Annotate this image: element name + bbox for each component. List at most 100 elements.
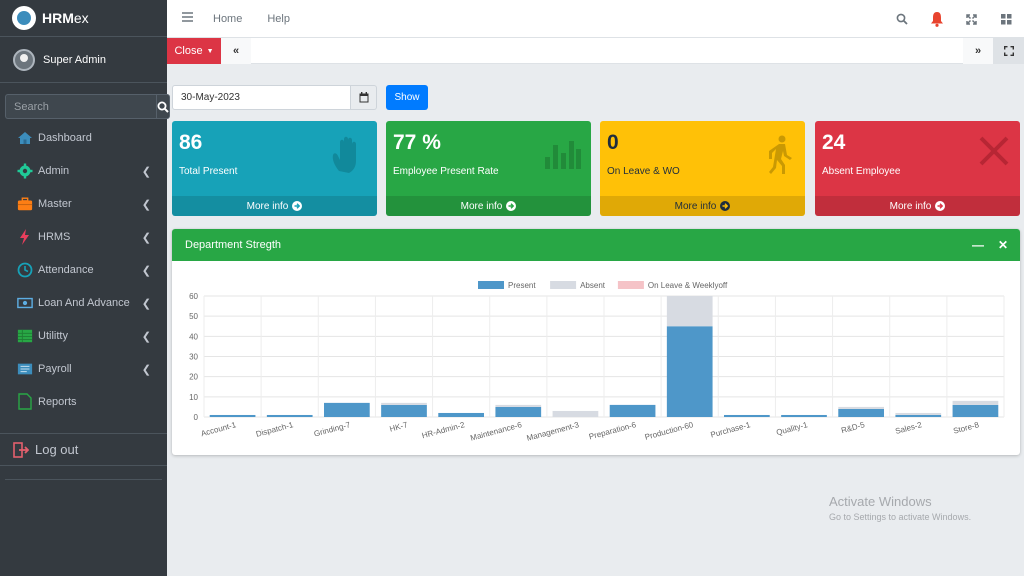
calendar-button[interactable] [351, 85, 377, 110]
x-tick-label: HK-7 [389, 420, 409, 434]
bar-present [438, 412, 484, 417]
chevron-left-icon: ❮ [141, 364, 151, 376]
search-icon [157, 101, 169, 113]
logout-icon [13, 441, 29, 458]
search-button[interactable] [156, 94, 170, 119]
sidebar-item-label: Admin [38, 164, 70, 177]
sidebar-item-utility[interactable]: Utilitty ❮ [0, 319, 167, 352]
box-label: Total Present [179, 166, 238, 177]
search-icon[interactable] [884, 13, 919, 25]
sidebar-item-master[interactable]: Master ❮ [0, 187, 167, 220]
box-label: Absent Employee [822, 166, 901, 177]
money-icon [17, 295, 33, 311]
y-tick-label: 10 [189, 393, 198, 402]
sidebar-nav: Dashboard Admin ❮ Master ❮ HRMS ❮ Attend… [0, 121, 167, 418]
sidebar-item-reports[interactable]: Reports [0, 385, 167, 418]
date-input[interactable] [172, 85, 351, 110]
expand-arrows-icon[interactable] [954, 13, 989, 25]
absent-employee-box: 24 Absent Employee More info [815, 121, 1020, 216]
sidebar-item-label: Utilitty [38, 329, 68, 342]
watermark-subtitle: Go to Settings to activate Windows. [829, 512, 972, 522]
more-info-label: More info [460, 200, 503, 212]
sidebar: HRMex Super Admin Dashboard Admin ❮ Mast… [0, 0, 170, 576]
x-tick-label: Dispatch-1 [255, 420, 295, 439]
bar-present [724, 414, 770, 417]
chevron-left-icon: ❮ [141, 265, 151, 277]
arrow-circle-right-icon [935, 201, 946, 211]
more-info-link[interactable]: More info [815, 196, 1020, 216]
y-tick-label: 60 [189, 292, 198, 301]
sidebar-item-label: Attendance [38, 263, 94, 276]
bar-absent [838, 406, 884, 409]
calendar-icon [359, 92, 368, 103]
sidebar-item-loan[interactable]: Loan And Advance ❮ [0, 286, 167, 319]
more-info-link[interactable]: More info [386, 196, 591, 216]
x-tick-label: Account-1 [200, 420, 238, 438]
hamburger-menu-icon[interactable] [182, 12, 193, 25]
close-tabs-label: Close [174, 45, 203, 57]
scroll-right-button[interactable]: » [963, 38, 993, 64]
user-panel[interactable]: Super Admin [0, 37, 167, 83]
navbar-right [884, 0, 1024, 38]
nav-home-link[interactable]: Home [213, 12, 243, 25]
sidebar-item-attendance[interactable]: Attendance ❮ [0, 253, 167, 286]
bar-present [781, 414, 827, 417]
sidebar-search [5, 94, 170, 119]
bar-absent [952, 400, 999, 405]
logout-link[interactable]: Log out [0, 433, 167, 466]
bar-absent [381, 402, 427, 405]
caret-down-icon: ▼ [206, 47, 214, 55]
x-tick-label: Maintenance-6 [469, 420, 523, 443]
x-tick-label: Store-8 [952, 420, 980, 436]
bar-present [895, 414, 942, 417]
box-label: On Leave & WO [607, 166, 680, 177]
fullscreen-button[interactable] [993, 38, 1024, 64]
table-icon [17, 328, 33, 344]
briefcase-icon [17, 196, 33, 212]
show-button[interactable]: Show [386, 85, 428, 110]
bar-present [838, 408, 884, 417]
avatar [13, 48, 35, 71]
bell-icon[interactable] [919, 11, 954, 27]
sidebar-item-dashboard[interactable]: Dashboard [0, 121, 167, 154]
chevron-left-icon: ❮ [141, 298, 151, 310]
x-tick-label: Purchase-1 [710, 420, 752, 439]
close-icon[interactable]: ✕ [997, 238, 1008, 252]
brand[interactable]: HRMex [0, 0, 167, 37]
x-tick-label: Sales-2 [894, 420, 923, 436]
search-input[interactable] [5, 94, 156, 119]
legend-label: Present [508, 281, 536, 290]
sidebar-item-payroll[interactable]: Payroll ❮ [0, 352, 167, 385]
more-info-link[interactable]: More info [172, 196, 377, 216]
sidebar-item-admin[interactable]: Admin ❮ [0, 154, 167, 187]
x-tick-label: Management-3 [526, 420, 581, 443]
x-tick-label: HR-Admin-2 [421, 420, 466, 440]
present-rate-box: 77 % Employee Present Rate More info [386, 121, 591, 216]
more-info-link[interactable]: More info [600, 196, 805, 216]
x-tick-label: R&D-5 [840, 420, 866, 435]
nav-help-link[interactable]: Help [267, 12, 290, 25]
sidebar-item-hrms[interactable]: HRMS ❮ [0, 220, 167, 253]
box-value: 0 [607, 131, 619, 154]
walking-icon [767, 135, 795, 178]
more-info-label: More info [889, 200, 932, 212]
box-value: 86 [179, 131, 203, 154]
legend-swatch [550, 281, 577, 289]
top-navbar: Home Help [167, 0, 1024, 38]
chevron-left-icon: ❮ [141, 166, 151, 178]
gear-icon [17, 163, 33, 179]
box-value: 77 % [393, 131, 441, 154]
y-tick-label: 30 [189, 353, 198, 362]
close-tabs-button[interactable]: Close ▼ [167, 38, 221, 64]
bar-present [266, 414, 313, 417]
department-strength-chart: 0 10 20 30 40 50 60 Account-1 Dispatch-1 Grinding… [189, 281, 1005, 443]
minimize-icon[interactable]: — [971, 238, 984, 252]
clock-icon [17, 262, 33, 278]
chevron-left-icon: ❮ [141, 199, 151, 211]
scroll-left-button[interactable]: « [221, 38, 251, 64]
y-tick-label: 40 [189, 332, 198, 341]
x-tick-label: Grinding-7 [313, 420, 352, 439]
grid-icon[interactable] [989, 13, 1024, 25]
box-label: Employee Present Rate [393, 166, 499, 177]
x-tick-label: Production-60 [644, 420, 695, 442]
